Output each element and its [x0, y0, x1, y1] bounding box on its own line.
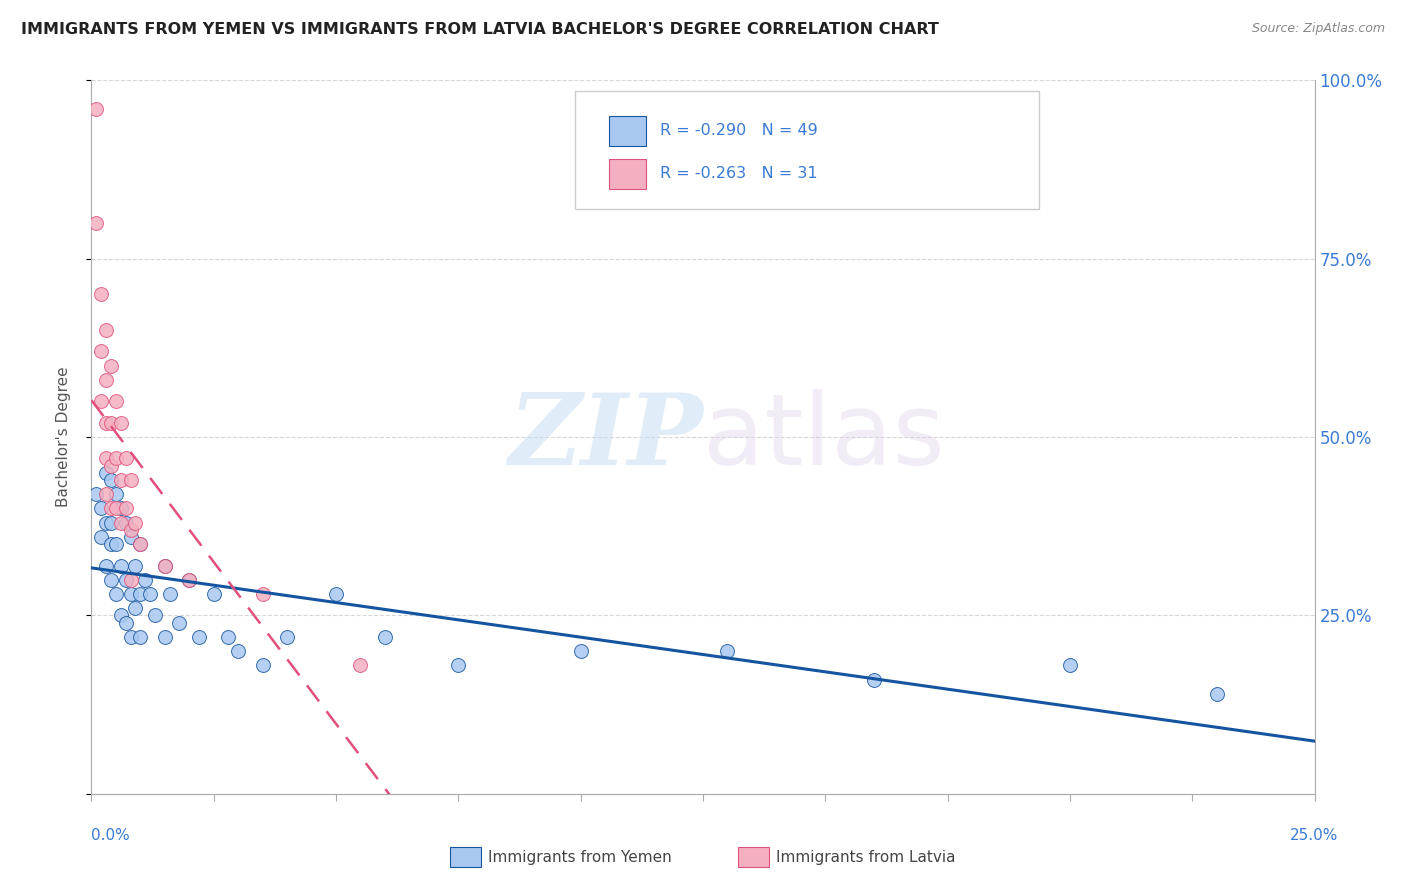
Point — [110, 416, 132, 430]
Point — [252, 587, 274, 601]
Point — [114, 501, 136, 516]
Point — [110, 473, 132, 487]
Point — [153, 558, 176, 573]
Point — [94, 558, 117, 573]
Point — [110, 516, 132, 530]
Point — [325, 587, 347, 601]
Point — [84, 216, 107, 230]
Point — [129, 630, 152, 644]
Text: ZIP: ZIP — [508, 389, 703, 485]
Point — [129, 537, 152, 551]
Point — [120, 530, 142, 544]
Point — [90, 344, 112, 359]
Point — [863, 673, 886, 687]
Point — [100, 501, 122, 516]
Point — [139, 587, 162, 601]
Point — [104, 537, 127, 551]
Point — [114, 516, 136, 530]
Point — [90, 394, 112, 409]
Point — [569, 644, 592, 658]
Point — [84, 102, 107, 116]
Text: atlas: atlas — [703, 389, 945, 485]
Point — [153, 558, 176, 573]
Point — [120, 630, 142, 644]
Text: Immigrants from Yemen: Immigrants from Yemen — [488, 850, 672, 864]
Point — [84, 487, 107, 501]
Point — [124, 558, 146, 573]
Point — [217, 630, 239, 644]
Point — [100, 458, 122, 473]
Point — [188, 630, 211, 644]
Point — [202, 587, 225, 601]
Point — [134, 573, 156, 587]
Point — [143, 608, 166, 623]
Point — [104, 451, 127, 466]
Point — [94, 323, 117, 337]
Text: R = -0.290   N = 49: R = -0.290 N = 49 — [661, 123, 818, 138]
Point — [94, 416, 117, 430]
Text: R = -0.263   N = 31: R = -0.263 N = 31 — [661, 166, 818, 181]
Point — [120, 587, 142, 601]
Point — [100, 359, 122, 373]
Point — [447, 658, 470, 673]
Point — [120, 523, 142, 537]
Point — [94, 373, 117, 387]
Point — [179, 573, 201, 587]
Point — [179, 573, 201, 587]
FancyBboxPatch shape — [609, 159, 645, 189]
Point — [104, 487, 127, 501]
Point — [169, 615, 191, 630]
Point — [110, 558, 132, 573]
Point — [120, 473, 142, 487]
Point — [94, 487, 117, 501]
Point — [110, 501, 132, 516]
Point — [104, 587, 127, 601]
Text: 25.0%: 25.0% — [1291, 828, 1339, 843]
Point — [104, 501, 127, 516]
Text: IMMIGRANTS FROM YEMEN VS IMMIGRANTS FROM LATVIA BACHELOR'S DEGREE CORRELATION CH: IMMIGRANTS FROM YEMEN VS IMMIGRANTS FROM… — [21, 22, 939, 37]
Point — [276, 630, 298, 644]
Point — [129, 587, 152, 601]
Point — [124, 516, 146, 530]
Point — [1059, 658, 1081, 673]
Point — [226, 644, 249, 658]
Point — [94, 466, 117, 480]
Point — [120, 573, 142, 587]
Point — [90, 501, 112, 516]
Text: 0.0%: 0.0% — [91, 828, 131, 843]
Point — [349, 658, 371, 673]
Point — [114, 573, 136, 587]
Point — [94, 451, 117, 466]
Text: Immigrants from Latvia: Immigrants from Latvia — [776, 850, 956, 864]
Point — [104, 394, 127, 409]
Point — [90, 287, 112, 301]
FancyBboxPatch shape — [575, 91, 1039, 209]
Point — [94, 516, 117, 530]
Point — [374, 630, 396, 644]
Point — [100, 416, 122, 430]
Point — [1205, 687, 1227, 701]
Y-axis label: Bachelor's Degree: Bachelor's Degree — [56, 367, 70, 508]
Point — [100, 473, 122, 487]
Point — [90, 530, 112, 544]
Point — [110, 608, 132, 623]
Point — [159, 587, 181, 601]
Point — [252, 658, 274, 673]
Point — [100, 573, 122, 587]
Point — [114, 615, 136, 630]
Point — [153, 630, 176, 644]
Point — [114, 451, 136, 466]
FancyBboxPatch shape — [609, 116, 645, 146]
Point — [129, 537, 152, 551]
Text: Source: ZipAtlas.com: Source: ZipAtlas.com — [1251, 22, 1385, 36]
Point — [124, 601, 146, 615]
Point — [100, 516, 122, 530]
Point — [100, 537, 122, 551]
Point — [716, 644, 738, 658]
